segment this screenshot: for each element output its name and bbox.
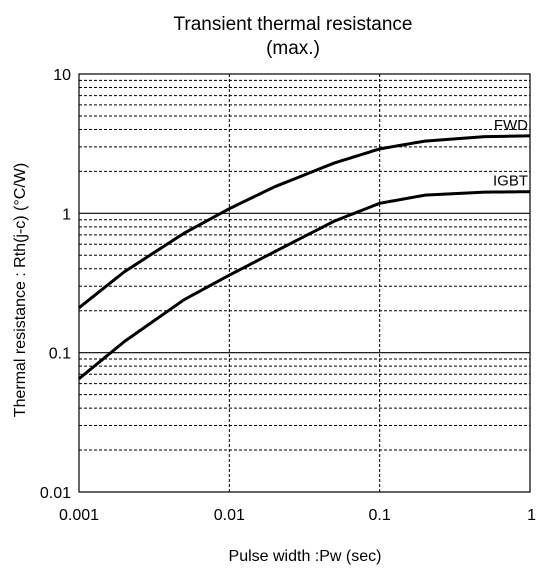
chart-subtitle: (max.)	[266, 38, 320, 59]
series-line-fwd	[78, 134, 531, 309]
series-label-fwd: FWD	[494, 117, 528, 134]
plot-frame	[78, 73, 531, 493]
grid	[79, 74, 530, 492]
chart-title: Transient thermal resistance	[173, 14, 412, 35]
series-line-igbt	[78, 190, 531, 380]
y-tick-label: 1	[62, 206, 71, 223]
tick-labels: 0.001 0.01 0.1 1 0.01 0.1 1 10	[40, 67, 536, 524]
y-tick-label: 0.1	[49, 346, 71, 363]
y-tick-label: 10	[53, 67, 71, 84]
y-tick-label: 0.01	[40, 485, 71, 502]
x-tick-label: 0.01	[214, 507, 245, 524]
x-tick-label: 0.1	[369, 507, 391, 524]
x-tick-label: 1	[527, 507, 536, 524]
x-axis-label: Pulse width :Pw (sec)	[229, 548, 382, 565]
y-axis-label: Thermal resistance : Rth(j-c) (°C/W)	[12, 163, 29, 417]
series-label-igbt: IGBT	[493, 173, 528, 190]
series-labels: FWD IGBT	[493, 117, 528, 190]
x-tick-label: 0.001	[59, 507, 99, 524]
series-lines	[78, 134, 531, 380]
